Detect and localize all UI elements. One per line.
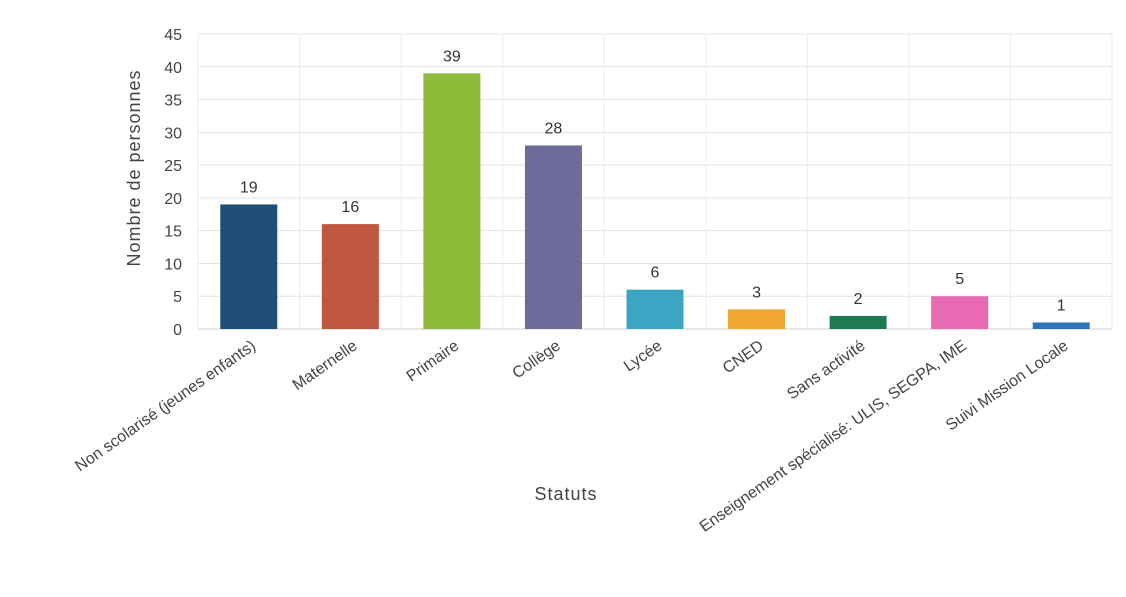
- data-label: 2: [854, 291, 863, 308]
- x-category-label: Maternelle: [290, 337, 361, 394]
- bar: [931, 296, 989, 329]
- y-tick-label: 15: [164, 224, 182, 241]
- data-label: 1: [1057, 297, 1066, 314]
- y-tick-label: 5: [173, 289, 182, 306]
- x-axis-title: Statuts: [534, 484, 597, 504]
- bar: [728, 309, 786, 329]
- x-category-label: Collège: [510, 337, 564, 382]
- y-tick-label: 0: [173, 322, 182, 339]
- x-category-label: CNED: [720, 337, 767, 377]
- bar: [524, 145, 582, 329]
- data-label: 5: [955, 271, 964, 288]
- bar: [829, 315, 887, 329]
- y-tick-label: 20: [164, 191, 182, 208]
- y-tick-label: 35: [164, 93, 182, 110]
- x-category-label: Primaire: [404, 337, 463, 385]
- data-label: 28: [545, 120, 563, 137]
- data-label: 6: [651, 265, 660, 282]
- grid: [197, 33, 1113, 330]
- y-tick-label: 25: [164, 158, 182, 175]
- y-axis-title: Nombre de personnes: [124, 69, 144, 266]
- data-label: 19: [240, 179, 258, 196]
- x-category-label: Sans activité: [784, 337, 868, 403]
- bar: [423, 73, 481, 329]
- y-tick-label: 45: [164, 27, 182, 44]
- bars: [220, 73, 1090, 329]
- y-tick-label: 30: [164, 125, 182, 142]
- y-tick-label: 10: [164, 256, 182, 273]
- bar: [1032, 322, 1090, 329]
- data-label: 3: [752, 284, 761, 301]
- x-category-label: Lycée: [621, 337, 665, 375]
- data-label: 16: [341, 199, 359, 216]
- bar: [220, 204, 278, 329]
- bar: [321, 224, 379, 329]
- data-label: 39: [443, 48, 461, 65]
- y-tick-label: 40: [164, 60, 182, 77]
- x-category-label: Non scolarisé (jeunes enfants): [72, 337, 259, 475]
- bar: [626, 289, 684, 329]
